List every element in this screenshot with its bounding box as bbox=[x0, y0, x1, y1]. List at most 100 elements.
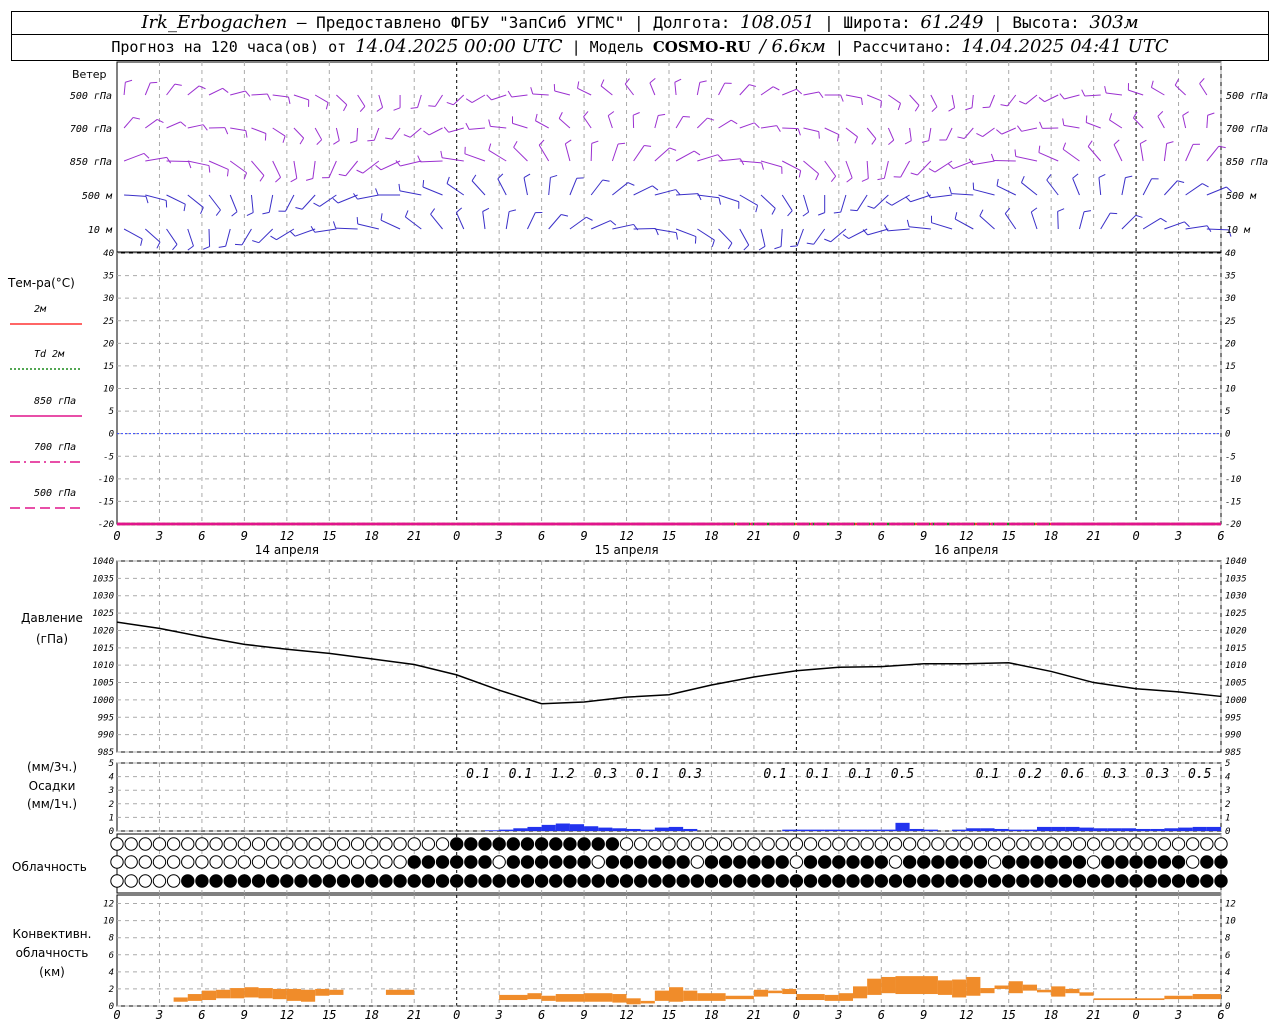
wind-barb-feather bbox=[188, 161, 192, 169]
wind-barb-shaft bbox=[569, 216, 587, 230]
cloud-cover-symbol bbox=[775, 874, 789, 888]
wind-barb-shaft bbox=[577, 87, 592, 96]
wind-barb-shaft bbox=[583, 116, 592, 129]
wind-barb-shaft bbox=[513, 146, 528, 162]
cloud-cover-symbol bbox=[676, 874, 690, 888]
y-tick-label-right: 1 bbox=[1225, 813, 1230, 823]
x-tick-label: 18 bbox=[704, 529, 718, 543]
legend-label: 2м bbox=[34, 304, 47, 315]
wind-barb-shaft bbox=[1100, 212, 1111, 230]
wind-barb-feather bbox=[482, 207, 490, 212]
wind-barb-shaft bbox=[954, 218, 974, 230]
convective-bar bbox=[626, 998, 641, 1005]
wind-barb-feather bbox=[156, 118, 164, 124]
wind-barb-shaft bbox=[293, 160, 298, 179]
wind-barb-shaft bbox=[633, 185, 653, 196]
wind-barb-shaft bbox=[1078, 211, 1085, 230]
wind-barb-shaft bbox=[1021, 127, 1038, 132]
x-tick-label: 15 bbox=[1001, 529, 1015, 543]
wind-barb-feather bbox=[1182, 111, 1189, 116]
wind-barb-feather bbox=[1098, 173, 1106, 178]
wind-barb-feather bbox=[264, 133, 267, 141]
precip-bars bbox=[485, 822, 1221, 831]
precip-bar bbox=[923, 829, 938, 831]
cloud-cover-symbol bbox=[902, 837, 917, 851]
wind-barb-feather bbox=[1059, 93, 1065, 100]
cloud-cover-symbol bbox=[124, 855, 138, 869]
cloud-cover-symbol bbox=[350, 874, 365, 888]
cloud-cover-symbol bbox=[1086, 874, 1101, 888]
y-tick-label-right: -5 bbox=[1225, 452, 1236, 462]
cloud-cover-symbol bbox=[931, 874, 945, 888]
cloud-cover-symbol bbox=[1072, 874, 1087, 888]
cloud-cover-symbol bbox=[520, 855, 535, 869]
wind-barb-shaft bbox=[909, 94, 920, 106]
precip-bar bbox=[612, 828, 627, 831]
cloud-cover-symbol bbox=[1001, 874, 1016, 888]
legend-label: 500 гПа bbox=[34, 488, 76, 499]
wind-barb-shaft bbox=[1025, 94, 1038, 105]
cloud-cover-symbol bbox=[435, 874, 450, 888]
wind-barb-feather bbox=[530, 87, 534, 95]
convective-bar bbox=[244, 987, 259, 998]
cloud-cover-symbol bbox=[718, 837, 733, 851]
wind-barb-feather bbox=[861, 178, 869, 182]
precip-bar bbox=[598, 827, 613, 831]
wind-barb-feather bbox=[156, 241, 161, 249]
cloud-cover-symbol bbox=[662, 855, 676, 869]
wind-barb-shaft bbox=[464, 153, 486, 162]
precip-bar bbox=[1065, 826, 1080, 831]
cloud-cover-symbol bbox=[1058, 837, 1073, 851]
wind-level-label-left: 10 м bbox=[88, 225, 113, 236]
wind-barb-feather bbox=[535, 113, 538, 121]
cloud-cover-symbol bbox=[959, 837, 973, 851]
y-tick-label-left: 0 bbox=[109, 827, 114, 837]
cloud-cover-symbol bbox=[874, 855, 889, 869]
wind-barb-feather bbox=[523, 173, 531, 179]
cloud-cover-symbol bbox=[492, 855, 506, 869]
cloud-cover-symbol bbox=[803, 837, 818, 851]
x-tick-label-bottom: 9 bbox=[920, 1008, 927, 1022]
wind-level-label-left: 500 гПа bbox=[70, 91, 112, 102]
y-tick-label-left: 1020 bbox=[92, 626, 114, 636]
cloud-cover-symbol bbox=[747, 874, 761, 888]
wind-barb-shaft bbox=[187, 124, 204, 129]
wind-barb-shaft bbox=[144, 228, 161, 243]
wind-barb-shaft bbox=[558, 118, 571, 129]
cloud-cover-symbol bbox=[1072, 855, 1087, 869]
temp-title: Тем-ра(°С) bbox=[7, 276, 75, 290]
wind-barb-shaft bbox=[866, 127, 877, 140]
cloud-cover-symbol bbox=[888, 874, 903, 888]
convective-bar bbox=[286, 988, 301, 1001]
x-tick-label: 15 bbox=[322, 529, 336, 543]
wind-barb-feather bbox=[718, 197, 722, 205]
wind-barb-shaft bbox=[453, 94, 465, 106]
y-tick-label-right: 4 bbox=[1225, 968, 1230, 978]
wind-barb-feather bbox=[1014, 149, 1017, 157]
wind-barb-shaft bbox=[718, 158, 741, 162]
wind-barb-shaft bbox=[405, 216, 422, 230]
wind-barb-feather bbox=[965, 107, 973, 111]
wind-barb-shaft bbox=[1206, 186, 1227, 196]
cloud-cover-symbol bbox=[549, 855, 563, 869]
cloud-cover-symbol bbox=[223, 837, 237, 851]
cloud-cover-symbol bbox=[181, 837, 195, 851]
wind-barb-feather bbox=[1072, 173, 1079, 179]
wind-barb-feather bbox=[288, 96, 291, 104]
precip-bar bbox=[1093, 828, 1108, 831]
precip-bar bbox=[824, 829, 839, 831]
cloud-title: Облачность bbox=[12, 860, 87, 874]
cloud-cover-symbol bbox=[789, 837, 804, 851]
wind-barb-shaft bbox=[718, 228, 733, 244]
wind-barb-feather bbox=[385, 137, 393, 140]
cloud-cover-symbol bbox=[1016, 837, 1030, 851]
wind-barb-feather bbox=[208, 165, 211, 173]
cloud-cover-symbol bbox=[209, 855, 223, 869]
wind-barb-feather bbox=[356, 169, 364, 174]
cloud-cover-symbol bbox=[902, 855, 917, 869]
cloud-cover-symbol bbox=[789, 874, 804, 888]
wind-barb-shaft bbox=[612, 182, 629, 196]
wind-barb-shaft bbox=[1151, 87, 1165, 96]
y-tick-label-right: 10 bbox=[1225, 385, 1236, 395]
wind-barb-feather bbox=[497, 173, 504, 180]
